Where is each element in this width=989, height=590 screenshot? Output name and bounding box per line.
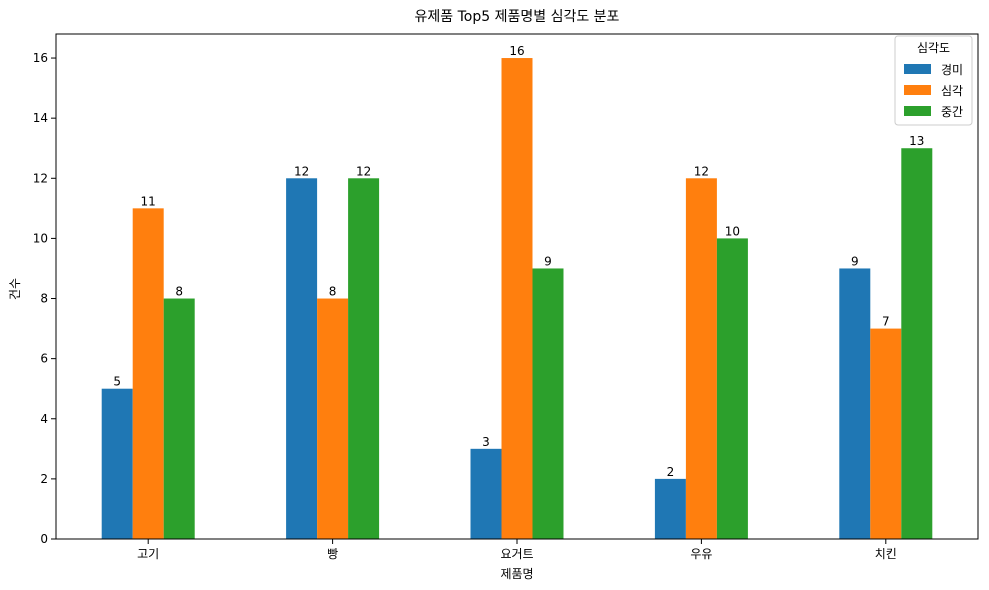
legend-entry: 심각 bbox=[941, 84, 963, 98]
data-label: 3 bbox=[482, 435, 490, 449]
legend-swatch bbox=[904, 106, 931, 116]
data-label: 8 bbox=[329, 285, 337, 299]
data-label: 9 bbox=[544, 254, 552, 268]
bar-심각-요거트 bbox=[501, 58, 533, 540]
y-tick-label: 12 bbox=[33, 171, 48, 185]
y-tick-label: 2 bbox=[40, 472, 48, 486]
bar-경미-고기 bbox=[101, 388, 133, 539]
x-tick-label: 우유 bbox=[690, 547, 712, 561]
bar-중간-치킨 bbox=[901, 148, 933, 539]
data-label: 5 bbox=[113, 375, 121, 389]
y-tick-label: 14 bbox=[33, 111, 48, 125]
bar-중간-빵 bbox=[348, 178, 380, 540]
data-label: 9 bbox=[851, 254, 859, 268]
plot-area: 5 12 3 2 9 11 8 16 12 7 8 12 9 10 13 0 2 4 6 8 10 12 14 16 고기 빵 요거… bbox=[33, 33, 979, 561]
x-tick-label: 요거트 bbox=[500, 547, 533, 561]
y-tick-label: 10 bbox=[33, 231, 48, 245]
y-tick-label: 6 bbox=[40, 352, 48, 366]
bar-중간-요거트 bbox=[532, 268, 564, 539]
legend-swatch bbox=[904, 85, 931, 95]
x-tick-label: 치킨 bbox=[875, 547, 897, 561]
data-label: 13 bbox=[909, 134, 924, 148]
x-tick-label: 빵 bbox=[327, 547, 338, 561]
legend-swatch bbox=[904, 64, 931, 74]
data-label: 10 bbox=[725, 224, 740, 238]
y-axis-label: 건수 bbox=[8, 278, 22, 300]
legend-entry: 경미 bbox=[941, 63, 963, 77]
data-label: 7 bbox=[882, 315, 890, 329]
y-tick-label: 8 bbox=[40, 292, 48, 306]
bar-경미-요거트 bbox=[470, 448, 502, 539]
data-label: 11 bbox=[141, 194, 156, 208]
data-label: 12 bbox=[356, 164, 371, 178]
y-tick-label: 0 bbox=[40, 532, 48, 546]
bar-경미-우유 bbox=[654, 478, 686, 539]
data-label: 2 bbox=[667, 465, 675, 479]
bar-중간-고기 bbox=[163, 298, 195, 539]
data-label: 8 bbox=[175, 285, 183, 299]
bar-심각-치킨 bbox=[870, 328, 902, 539]
legend-title: 심각도 bbox=[917, 41, 950, 55]
bar-경미-빵 bbox=[286, 178, 318, 540]
data-label: 12 bbox=[294, 164, 309, 178]
x-tick-label: 고기 bbox=[137, 547, 159, 561]
bar-심각-빵 bbox=[317, 298, 349, 539]
legend-entry: 중간 bbox=[941, 105, 963, 119]
x-axis-label: 제품명 bbox=[500, 567, 533, 581]
y-tick-label: 4 bbox=[40, 412, 48, 426]
data-label: 16 bbox=[509, 44, 524, 58]
bar-중간-우유 bbox=[716, 238, 748, 539]
bar-경미-치킨 bbox=[839, 268, 871, 539]
bar-심각-고기 bbox=[132, 208, 164, 539]
data-label: 12 bbox=[694, 164, 709, 178]
bar-심각-우유 bbox=[685, 178, 717, 540]
chart-title: 유제품 Top5 제품명별 심각도 분포 bbox=[415, 9, 620, 25]
legend-box bbox=[894, 35, 973, 126]
y-tick-label: 16 bbox=[33, 51, 48, 65]
